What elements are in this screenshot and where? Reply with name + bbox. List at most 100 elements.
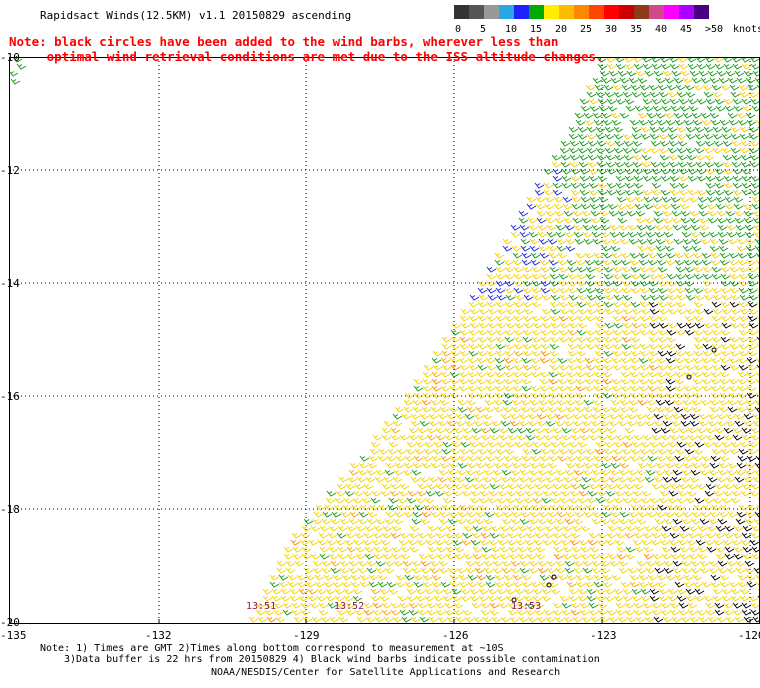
wind-barb [621, 315, 632, 322]
wind-barb [567, 315, 578, 322]
wind-barb [474, 560, 485, 567]
wind-barb [552, 427, 563, 434]
wind-barb [550, 294, 561, 301]
wind-barb [721, 441, 732, 448]
wind-barb [710, 574, 721, 581]
wind-barb [610, 406, 621, 413]
wind-barb [552, 189, 563, 196]
wind-barb [753, 469, 760, 476]
wind-barb [735, 567, 746, 574]
wind-barb [358, 511, 369, 518]
wind-barb [545, 420, 556, 427]
wind-barb [612, 280, 623, 287]
wind-barb [544, 196, 555, 203]
wind-barb [654, 224, 665, 231]
legend-swatch [574, 5, 589, 19]
wind-barb [495, 364, 506, 371]
wind-barb [585, 343, 596, 350]
wind-barb [658, 126, 669, 133]
wind-barb [725, 420, 736, 427]
wind-barb [541, 294, 552, 301]
wind-barb [620, 371, 631, 378]
wind-barb [412, 406, 423, 413]
wind-barb [709, 399, 720, 406]
wind-barb [556, 399, 567, 406]
wind-barb [615, 532, 626, 539]
wind-barb [732, 98, 743, 105]
wind-barb [289, 588, 300, 595]
wind-barb [406, 595, 417, 602]
wind-barb [613, 147, 624, 154]
wind-barb [312, 518, 323, 525]
wind-barb [505, 322, 516, 329]
wind-barb [248, 616, 259, 623]
wind-barb [503, 392, 514, 399]
wind-barb [490, 553, 501, 560]
wind-barb [650, 161, 661, 168]
wind-barb [298, 588, 309, 595]
wind-barb [610, 77, 621, 84]
wind-barb [440, 371, 451, 378]
wind-barb [441, 364, 452, 371]
wind-barb [401, 616, 412, 623]
wind-barb [692, 119, 703, 126]
wind-barb [400, 546, 411, 553]
wind-barb [621, 350, 632, 357]
wind-barb [339, 518, 350, 525]
legend-label: 25 [580, 24, 593, 35]
wind-barb [565, 511, 576, 518]
wind-barb [594, 266, 605, 273]
wind-barb [534, 532, 545, 539]
wind-barb [710, 371, 721, 378]
wind-barb [703, 308, 714, 315]
wind-barb [669, 98, 680, 105]
wind-barb [626, 476, 637, 483]
wind-barb [648, 301, 659, 308]
wind-barb [564, 224, 575, 231]
wind-barb [693, 364, 704, 371]
wind-barb [551, 490, 562, 497]
wind-barb [699, 469, 710, 476]
wind-barb [488, 490, 499, 497]
wind-barb [640, 308, 651, 315]
wind-barb [626, 413, 637, 420]
wind-barb [739, 147, 750, 154]
wind-barb [612, 301, 623, 308]
wind-barb [513, 329, 524, 336]
wind-barb [522, 448, 533, 455]
wind-barb [629, 119, 640, 126]
wind-barb [627, 518, 638, 525]
wind-barb [745, 77, 756, 84]
wind-barb [531, 329, 542, 336]
wind-barb [558, 364, 569, 371]
wind-barb [502, 245, 513, 252]
wind-barb [631, 322, 642, 329]
wind-barb [513, 364, 524, 371]
wind-barb [595, 126, 606, 133]
wind-barb [459, 343, 470, 350]
wind-barb [521, 455, 532, 462]
wind-barb [526, 553, 537, 560]
wind-barb [440, 455, 451, 462]
wind-barb [633, 602, 644, 609]
wind-barb [543, 434, 554, 441]
wind-barb [422, 574, 433, 581]
wind-barb [730, 126, 741, 133]
wind-barb [341, 581, 352, 588]
wind-barb [629, 455, 640, 462]
wind-barb [514, 595, 525, 602]
wind-barb [643, 203, 654, 210]
wind-barb [639, 273, 650, 280]
wind-barb [660, 427, 671, 434]
wind-barb [644, 217, 655, 224]
wind-barb [664, 77, 675, 84]
wind-barb [738, 280, 749, 287]
wind-barb [606, 609, 617, 616]
wind-barb [359, 574, 370, 581]
wind-barb [282, 602, 293, 609]
wind-barb [727, 112, 738, 119]
wind-barb [370, 595, 381, 602]
wind-barb [597, 182, 608, 189]
wind-barb [448, 406, 459, 413]
wind-barb [695, 161, 706, 168]
